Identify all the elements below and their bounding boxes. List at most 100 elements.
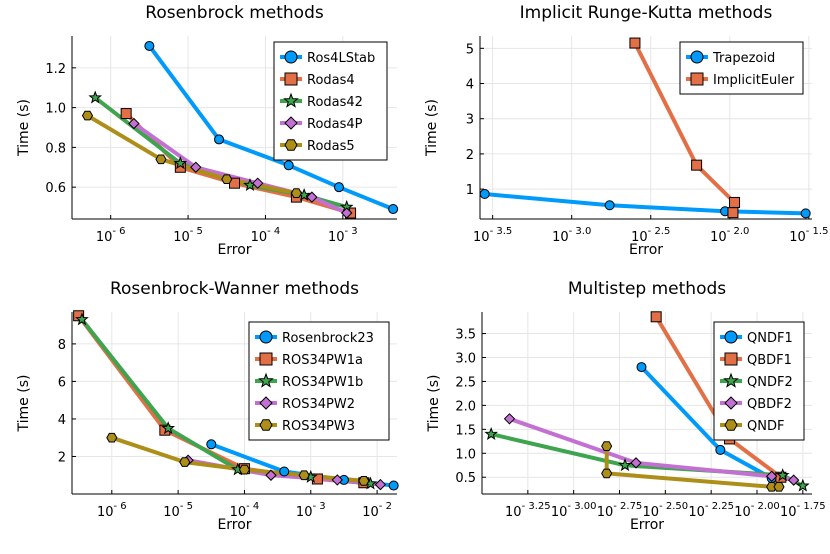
- x-tick-label: 10- 3.25: [505, 501, 551, 520]
- plot-area: [480, 37, 811, 219]
- plot-area: [81, 40, 399, 219]
- y-axis-label: Time (s): [16, 375, 32, 433]
- y-tick-label: 3: [466, 113, 474, 128]
- data-point-QNDF1: [636, 362, 647, 373]
- data-point-ROS34PW2: [265, 469, 277, 481]
- legend-marker-ROS34PW1b: [258, 372, 274, 388]
- data-point-Rodas4P: [190, 161, 202, 173]
- legend-marker-QBDF1: [724, 352, 738, 366]
- legend-marker-ImplicitEuler: [690, 72, 704, 86]
- data-point-QNDF1: [715, 444, 726, 455]
- y-axis-label: Time (s): [16, 99, 32, 157]
- y-tick-label: 1: [466, 183, 474, 198]
- data-point-ImplicitEuler: [691, 159, 703, 171]
- y-tick-label: 0.8: [45, 141, 66, 156]
- data-point-QNDF: [773, 481, 785, 492]
- data-point-ROS34PW1a: [73, 310, 85, 322]
- data-point-QBDF2: [630, 457, 642, 469]
- data-point-ROS34PW1b: [161, 421, 176, 435]
- legend-marker-Rodas4P: [284, 116, 298, 130]
- x-tick-label: 10- 5: [173, 226, 203, 245]
- legend-label: ROS34PW3: [282, 419, 355, 434]
- data-point-ROS34PW3: [179, 457, 191, 467]
- data-point-Trapezoid: [604, 200, 615, 211]
- x-tick-label: 10- 3.5: [473, 226, 512, 245]
- legend-marker-Rodas4: [284, 72, 298, 86]
- data-point-ROS34PW1b: [75, 312, 89, 326]
- data-point-Rodas4P: [306, 191, 318, 203]
- y-tick-label: 0.6: [45, 181, 66, 196]
- y-tick-label: 1.0: [455, 447, 476, 462]
- data-point-Rodas4P: [252, 177, 264, 189]
- legend-marker-QNDF1: [724, 330, 738, 344]
- data-point-ROS34PW3: [238, 464, 251, 475]
- legend-label: Rodas4P: [307, 117, 363, 132]
- x-axis-label: Error: [217, 242, 251, 258]
- data-point-ROS34PW2: [331, 474, 344, 486]
- series-line-Trapezoid: [482, 192, 808, 216]
- y-tick-label: 1.0: [45, 102, 66, 117]
- legend-label: ImplicitEuler: [713, 73, 795, 88]
- legend-label: Trapezoid: [712, 51, 775, 66]
- plot-area: [73, 310, 399, 491]
- legend-marker-QBDF2: [724, 396, 738, 410]
- x-tick-label: 10- 2.25: [688, 501, 734, 520]
- x-tick-label: 10- 3: [296, 501, 326, 520]
- chart-panel-1: Rosenbrock methods 0.6 0.8 1.0 1.2 10- 6 10- 5…: [16, 3, 399, 258]
- legend-label: Ros4LStab: [307, 51, 375, 66]
- data-point-Ros4LStab: [144, 40, 155, 51]
- x-tick-label: 10- 2.5: [631, 226, 670, 245]
- legend-label: Rodas4: [307, 73, 355, 88]
- x-tick-label: 10- 5: [163, 501, 193, 520]
- y-tick-label: 3.0: [455, 352, 476, 367]
- data-point-Rodas5: [221, 174, 233, 185]
- data-point-Rodas5: [81, 110, 94, 121]
- legend-marker-ROS34PW2: [259, 396, 273, 410]
- data-point-QBDF2: [787, 474, 800, 486]
- data-point-QNDF: [601, 468, 613, 479]
- y-tick-label: 2.0: [455, 399, 476, 414]
- legend-marker-QNDF2: [723, 372, 739, 388]
- data-point-Rodas42: [173, 156, 188, 170]
- x-axis-label: Error: [629, 242, 663, 258]
- y-tick-label: 1.5: [455, 423, 476, 438]
- chart-panel-3: Rosenbrock-Wanner methods 2 4 6 8 10- 6 10- 5 1…: [16, 279, 399, 533]
- data-point-Trapezoid: [480, 189, 490, 200]
- legend-label: QBDF1: [747, 353, 792, 368]
- data-point-Rosenbrock23: [206, 439, 217, 450]
- legend-label: QBDF2: [747, 397, 792, 412]
- data-point-QNDF2: [775, 468, 790, 482]
- x-tick-label: 10- 3.00: [551, 501, 597, 520]
- chart-title: Implicit Runge-Kutta methods: [520, 3, 773, 23]
- x-tick-label: 10- 3.0: [552, 226, 591, 245]
- x-axis-label: Error: [217, 517, 251, 533]
- legend-label: Rodas5: [307, 139, 355, 154]
- data-point-Trapezoid: [800, 208, 811, 219]
- x-tick-label: 10- 2: [362, 501, 392, 520]
- x-tick-label: 10- 4: [251, 226, 281, 245]
- legend-marker-Rosenbrock23: [259, 330, 273, 344]
- legend-label: Rosenbrock23: [282, 331, 374, 346]
- data-point-QNDF2: [795, 478, 810, 492]
- data-point-QNDF: [601, 441, 613, 451]
- legend-marker-ROS34PW1a: [259, 352, 273, 366]
- data-point-QBDF1: [650, 311, 662, 323]
- data-point-QNDF2: [484, 426, 499, 440]
- legend-label: ROS34PW2: [282, 397, 355, 412]
- y-tick-label: 1.2: [45, 62, 66, 77]
- x-tick-label: 10- 6: [96, 226, 126, 245]
- chart-title: Rosenbrock-Wanner methods: [110, 279, 359, 299]
- x-tick-label: 10- 3: [328, 226, 358, 245]
- x-tick-label: 10- 4: [230, 501, 260, 520]
- x-tick-label: 10- 2.00: [734, 501, 780, 520]
- data-point-Rodas4P: [340, 207, 353, 219]
- legend-marker-Rodas42: [283, 92, 299, 108]
- data-point-QBDF2: [503, 413, 516, 425]
- x-tick-label: 10- 2.0: [710, 226, 749, 245]
- y-axis-label: Time (s): [424, 99, 440, 157]
- data-point-Rodas5: [155, 154, 167, 165]
- data-point-ImplicitEuler: [727, 207, 739, 219]
- data-point-ROS34PW3: [106, 432, 118, 443]
- y-tick-label: 2: [466, 148, 474, 163]
